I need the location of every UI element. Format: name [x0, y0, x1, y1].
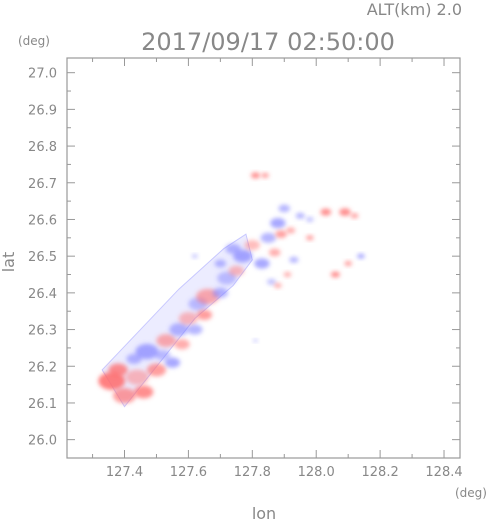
- data-cell-21: [233, 249, 253, 263]
- y-axis-label: lat: [0, 252, 18, 273]
- x-tick-label-0: 127.4: [106, 465, 143, 480]
- x-unit-label: (deg): [455, 486, 487, 500]
- data-cell-22: [225, 243, 241, 254]
- data-cell-8: [155, 350, 171, 361]
- data-cell-9: [156, 334, 176, 347]
- y-unit-label: (deg): [18, 34, 50, 48]
- data-cell-39: [305, 235, 314, 241]
- data-cell-1: [113, 387, 137, 404]
- data-cell-14: [187, 324, 203, 335]
- y-tick-label-1: 26.1: [28, 397, 57, 412]
- data-cell-4: [134, 385, 154, 399]
- altitude-annotation: ALT(km) 2.0: [367, 0, 462, 19]
- x-tick-label-3: 128.0: [298, 465, 335, 480]
- data-cell-48: [214, 259, 227, 268]
- data-cell-20: [228, 265, 245, 276]
- y-tick-label-5: 26.5: [28, 250, 57, 265]
- y-tick-label-2: 26.2: [28, 360, 57, 375]
- data-cell-2: [108, 363, 128, 377]
- data-cell-33: [266, 278, 277, 285]
- data-cell-26: [268, 248, 281, 257]
- data-cell-41: [261, 172, 269, 178]
- data-cell-32: [283, 271, 292, 278]
- x-tick-label-5: 128.4: [425, 465, 462, 480]
- data-cell-13: [178, 312, 198, 325]
- data-cell-18: [212, 287, 229, 298]
- y-tick-label-0: 26.0: [28, 434, 57, 449]
- x-tick-label-2: 127.8: [234, 465, 271, 480]
- data-cell-24: [254, 258, 270, 269]
- data-cell-0: [98, 371, 126, 390]
- data-cell-10: [164, 357, 181, 368]
- data-cell-47: [253, 339, 258, 343]
- data-cell-44: [330, 271, 340, 278]
- y-tick-label-7: 26.7: [28, 177, 57, 192]
- data-cell-30: [286, 227, 296, 234]
- data-cell-28: [278, 204, 291, 213]
- y-tick-label-9: 26.9: [28, 103, 57, 118]
- data-cell-3: [125, 369, 149, 385]
- data-cell-16: [196, 309, 213, 320]
- data-cell-34: [295, 212, 305, 219]
- data-cell-27: [270, 218, 286, 229]
- data-cell-38: [350, 213, 359, 219]
- data-cell-11: [169, 323, 189, 336]
- chart-title: 2017/09/17 02:50:00: [141, 28, 395, 56]
- data-cell-45: [274, 282, 282, 289]
- data-cell-23: [244, 240, 260, 251]
- y-tick-label-4: 26.4: [28, 287, 57, 302]
- y-tick-label-10: 27.0: [28, 67, 57, 82]
- y-tick-label-3: 26.3: [28, 324, 57, 339]
- y-tick-label-8: 26.8: [28, 140, 57, 155]
- axis-layer: 127.4 127.6 127.8 128.0 128.2 128.4 26.0 26.1 26…: [28, 57, 463, 480]
- data-cell-12: [174, 339, 190, 350]
- data-cell-31: [289, 256, 299, 263]
- data-cell-19: [217, 271, 237, 285]
- x-tick-label-4: 128.2: [362, 465, 399, 480]
- data-cell-42: [357, 253, 365, 259]
- plot-layer: [98, 172, 365, 408]
- x-axis-label: lon: [252, 504, 276, 521]
- data-cell-43: [344, 260, 353, 267]
- data-cell-36: [320, 208, 332, 216]
- data-cell-29: [275, 230, 287, 238]
- x-tick-label-1: 127.6: [170, 465, 207, 480]
- data-cell-46: [191, 254, 198, 259]
- plot-frame: [66, 57, 461, 459]
- y-tick-label-6: 26.6: [28, 213, 57, 228]
- data-cell-7: [146, 363, 167, 377]
- data-cell-25: [260, 232, 276, 243]
- data-cell-37: [339, 208, 351, 216]
- data-cell-6: [135, 343, 159, 360]
- data-cell-35: [305, 216, 314, 223]
- data-cell-40: [250, 172, 261, 179]
